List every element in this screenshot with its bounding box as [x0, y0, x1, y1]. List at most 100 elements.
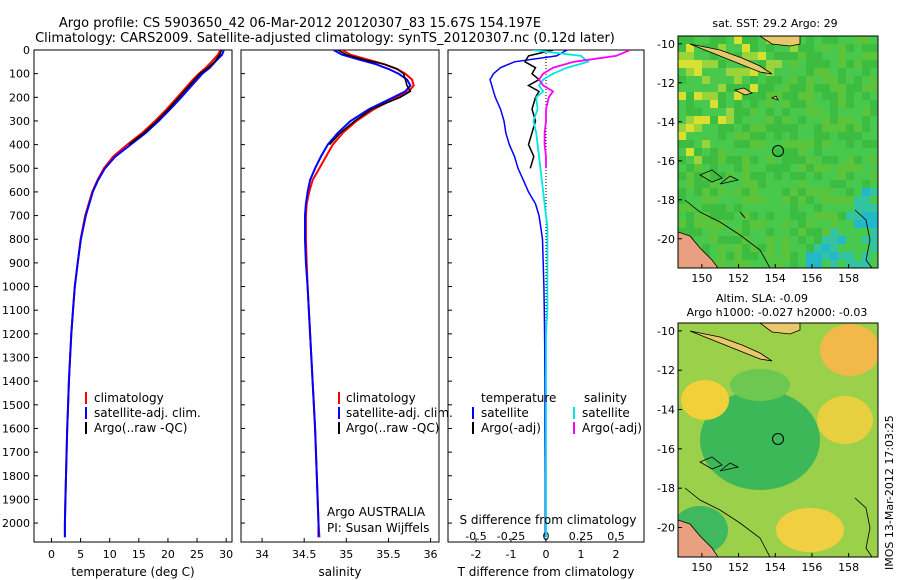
sst-cell — [822, 220, 830, 228]
sst-cell — [742, 148, 750, 156]
sst-cell — [766, 236, 774, 244]
depth-tick-label: 900 — [9, 257, 30, 270]
sst-cell — [854, 172, 862, 180]
sst-cell — [686, 180, 694, 188]
sst-cell — [862, 84, 870, 92]
sst-cell — [830, 220, 838, 228]
difference-t-x-tick-label: 0 — [543, 548, 550, 561]
temperature-legend: climatology satellite-adj. clim. Argo(..… — [85, 391, 201, 435]
sst-cell — [750, 100, 758, 108]
sst-cell — [726, 220, 734, 228]
depth-tick-label: 0 — [23, 44, 30, 57]
sst-cell — [854, 132, 862, 140]
sst-cell — [814, 228, 822, 236]
sst-cell — [870, 76, 878, 84]
sst-cell — [798, 236, 806, 244]
sst-cell — [686, 100, 694, 108]
sla-map-frame — [677, 322, 879, 558]
sst-cell — [758, 36, 766, 44]
sst-cell — [782, 196, 790, 204]
sst-cell — [782, 204, 790, 212]
sst-cell — [782, 44, 790, 52]
sst-cell — [838, 252, 846, 260]
sla-reef-outline — [684, 456, 873, 557]
sst-cell — [870, 132, 878, 140]
sst-cell — [702, 220, 710, 228]
sst-cell — [862, 180, 870, 188]
depth-tick-label: 1500 — [2, 399, 30, 412]
sst-cell — [694, 196, 702, 204]
sst-cell — [806, 60, 814, 68]
sst-cell — [814, 68, 822, 76]
s-difference-label: S difference from climatology — [460, 513, 637, 527]
sst-cell — [742, 220, 750, 228]
sst-cell — [814, 124, 822, 132]
sla-blob — [817, 396, 873, 444]
sst-cell — [798, 252, 806, 260]
sst-cell — [750, 212, 758, 220]
sla-map-y-tick-label: -10 — [657, 325, 675, 338]
sst-cell — [870, 84, 878, 92]
sst-cell — [790, 212, 798, 220]
sst-cell — [774, 116, 782, 124]
difference-s-tick-label: -0.25 — [497, 530, 525, 543]
sst-cell — [870, 228, 878, 236]
sst-cell — [758, 52, 766, 60]
sst-cell — [814, 44, 822, 52]
sst-cell — [710, 140, 718, 148]
sst-cell — [694, 124, 702, 132]
sst-cell — [774, 196, 782, 204]
sst-cell — [686, 84, 694, 92]
figure-title-line2: Climatology: CARS2009. Satellite-adjuste… — [35, 31, 615, 46]
sst-cell — [742, 44, 750, 52]
sst-cell — [806, 84, 814, 92]
sst-cell — [710, 156, 718, 164]
sst-cell — [806, 124, 814, 132]
sst-cell — [854, 76, 862, 84]
sst-cell — [798, 52, 806, 60]
sst-cell — [694, 68, 702, 76]
sst-cell — [694, 188, 702, 196]
sst-cell — [710, 164, 718, 172]
sst-cell — [726, 196, 734, 204]
sst-coastline-new-guinea — [678, 36, 801, 47]
sst-map — [678, 36, 878, 268]
sst-cell — [798, 172, 806, 180]
sst-cell — [822, 228, 830, 236]
sst-cell — [694, 156, 702, 164]
sst-map-y-tick-label: -16 — [657, 155, 675, 168]
sst-cell — [798, 68, 806, 76]
sst-cell — [686, 76, 694, 84]
sst-cell — [854, 60, 862, 68]
sst-cell — [758, 212, 766, 220]
sst-cell — [766, 132, 774, 140]
sst-cell — [718, 180, 726, 188]
sla-blob — [700, 390, 820, 490]
sst-cell — [678, 52, 686, 60]
sst-map-x-tick-label: 150 — [691, 272, 712, 285]
sst-cell — [758, 84, 766, 92]
sst-cell — [846, 236, 854, 244]
sst-cell — [862, 92, 870, 100]
sst-cell — [726, 244, 734, 252]
sst-cell — [822, 36, 830, 44]
sst-cell — [822, 236, 830, 244]
sst-cell — [854, 124, 862, 132]
sst-cell — [870, 108, 878, 116]
sst-cell — [790, 140, 798, 148]
sst-cell — [750, 84, 758, 92]
sst-cell — [742, 52, 750, 60]
sst-cell — [838, 188, 846, 196]
difference-t-argo-adj--line — [523, 50, 554, 169]
sst-cell — [854, 100, 862, 108]
sst-cell — [750, 52, 758, 60]
sla-map-title-line2: Argo h1000: -0.027 h2000: -0.03 — [687, 306, 868, 319]
sst-cell — [766, 164, 774, 172]
sst-cell — [830, 252, 838, 260]
temperature-lines — [63, 50, 225, 538]
sst-cell — [846, 36, 854, 44]
sst-cell — [734, 60, 742, 68]
sst-cell — [814, 148, 822, 156]
sst-cell — [718, 68, 726, 76]
temperature-panel-frame — [33, 49, 233, 543]
